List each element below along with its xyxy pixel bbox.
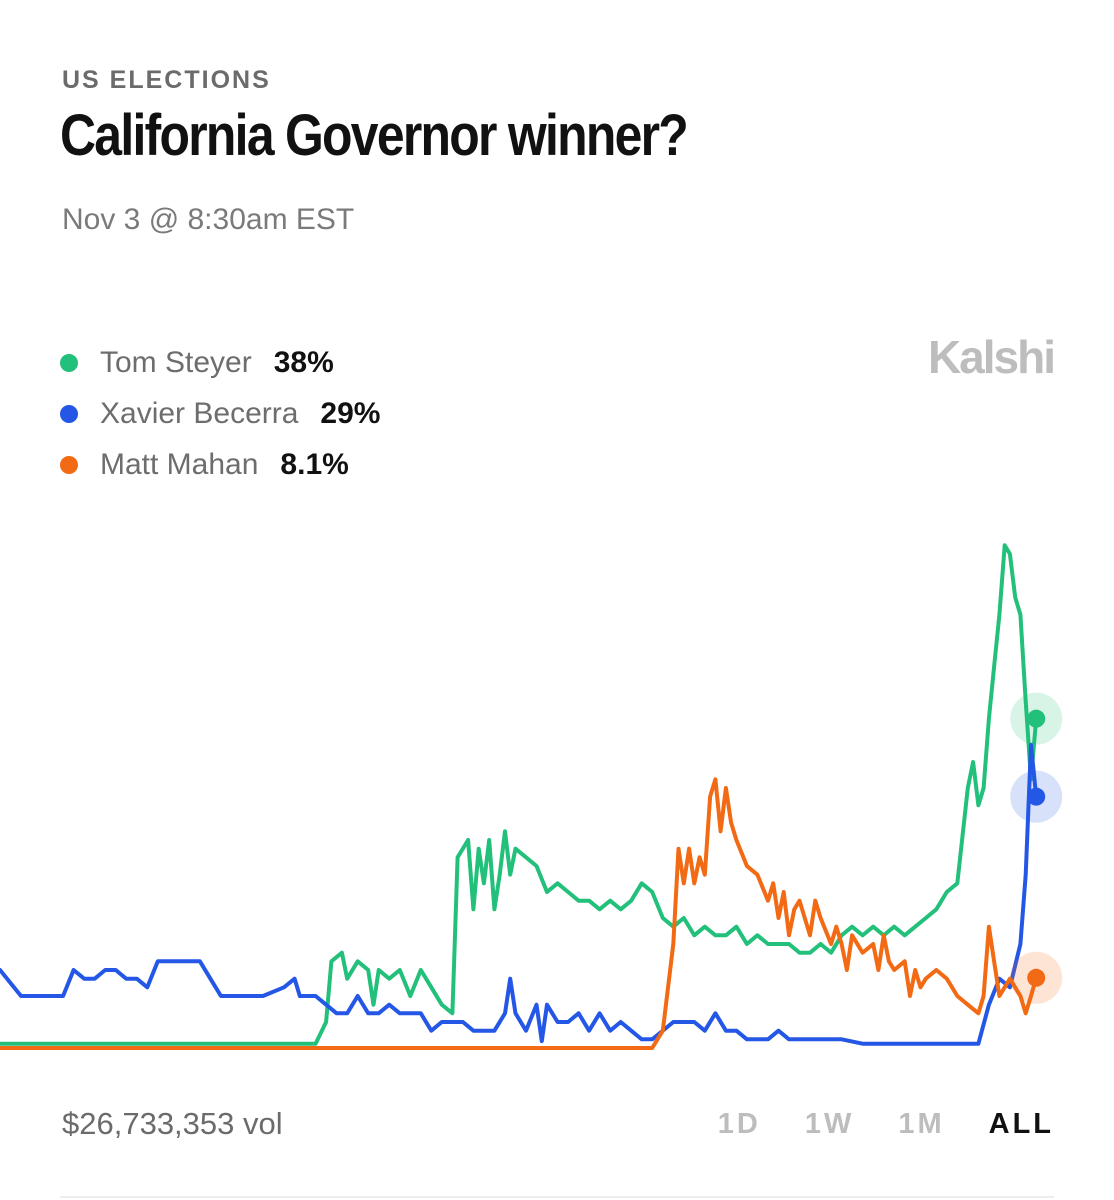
legend-name: Matt Mahan [100, 447, 259, 481]
range-1d-button[interactable]: 1D [717, 1108, 761, 1140]
legend-item-tom-steyer[interactable]: Tom Steyer 38% [60, 337, 380, 388]
legend-value: 29% [320, 396, 381, 430]
endpoint-marker-xavier-becerra[interactable] [1027, 787, 1046, 806]
range-1w-button[interactable]: 1W [804, 1108, 855, 1140]
endpoint-marker-matt-mahan[interactable] [1027, 968, 1046, 987]
series-line-matt-mahan [0, 777, 1039, 1050]
series-line-tom-steyer [0, 543, 1039, 1046]
page-title: California Governor winner? [60, 103, 689, 168]
legend-name: Xavier Becerra [100, 396, 299, 430]
category-label: US ELECTIONS [62, 66, 271, 94]
legend-item-xavier-becerra[interactable]: Xavier Becerra 29% [60, 388, 380, 439]
range-all-button[interactable]: ALL [988, 1108, 1054, 1140]
divider [60, 1196, 1054, 1198]
time-range-selector: 1D 1W 1M ALL [674, 1108, 1054, 1141]
legend-name: Tom Steyer [100, 345, 252, 379]
chart-legend: Tom Steyer 38% Xavier Becerra 29% Matt M… [60, 337, 380, 490]
kalshi-logo: Kalshi [927, 331, 1056, 383]
endpoint-marker-tom-steyer[interactable] [1027, 709, 1046, 728]
legend-dot-icon [60, 353, 78, 372]
range-1m-button[interactable]: 1M [898, 1108, 945, 1140]
legend-dot-icon [60, 455, 78, 474]
legend-value: 38% [273, 345, 334, 379]
legend-item-matt-mahan[interactable]: Matt Mahan 8.1% [60, 439, 380, 490]
legend-dot-icon [60, 404, 78, 423]
price-history-chart[interactable] [0, 500, 1114, 1080]
event-date: Nov 3 @ 8:30am EST [62, 203, 355, 236]
legend-value: 8.1% [280, 447, 349, 481]
volume-label: $26,733,353 vol [62, 1106, 283, 1141]
series-line-xavier-becerra [0, 742, 1039, 1046]
